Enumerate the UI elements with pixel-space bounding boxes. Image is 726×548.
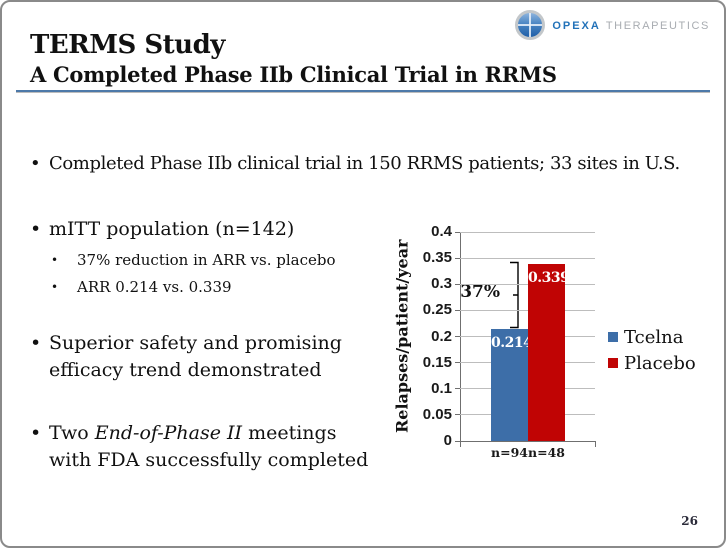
bar-tcelna: 0.214 bbox=[491, 329, 533, 441]
subbullet-marker: • bbox=[51, 280, 59, 294]
chart-legend: Tcelna Placebo bbox=[608, 324, 696, 376]
bullet-fda-meetings: • Two End-of-Phase II meetings with FDA su… bbox=[30, 422, 369, 471]
x-axis-end-tick bbox=[595, 441, 596, 447]
bullet-trial-overview: • Completed Phase IIb clinical trial in 1… bbox=[30, 150, 680, 177]
subbullet-arr-values: • ARR 0.214 vs. 0.339 bbox=[51, 278, 232, 296]
y-tick-label: 0.25 bbox=[422, 301, 452, 319]
y-axis-tick bbox=[455, 336, 460, 337]
page-title: TERMS Study bbox=[30, 30, 225, 60]
y-axis-tick bbox=[455, 440, 460, 442]
company-logo: OPEXA THERAPEUTICS bbox=[515, 10, 710, 40]
bar-value-label: 0.214 bbox=[491, 335, 533, 352]
brand-suffix: THERAPEUTICS bbox=[605, 20, 710, 32]
y-tick-label: 0.05 bbox=[422, 405, 452, 423]
y-axis-line bbox=[460, 232, 461, 447]
y-axis-tick bbox=[455, 257, 460, 259]
legend-swatch-icon bbox=[608, 332, 618, 342]
y-axis-tick bbox=[455, 309, 460, 311]
globe-quadrant-icon bbox=[515, 10, 546, 40]
reduction-bracket-icon bbox=[510, 261, 519, 329]
bar-value-label: 0.339 bbox=[528, 269, 570, 286]
legend-label: Tcelna bbox=[624, 326, 684, 348]
title-divider bbox=[16, 90, 710, 92]
page-subtitle: A Completed Phase IIb Clinical Trial in … bbox=[30, 62, 557, 87]
gridline bbox=[460, 283, 595, 285]
brand-name: OPEXA bbox=[552, 20, 601, 32]
legend-item-placebo: Placebo bbox=[608, 350, 696, 376]
subbullet-arr-reduction: • 37% reduction in ARR vs. placebo bbox=[51, 251, 336, 269]
reduction-annotation: 37% bbox=[460, 282, 500, 302]
y-axis-tick bbox=[455, 283, 460, 285]
category-label: n=48 bbox=[528, 445, 565, 460]
y-axis-tick bbox=[455, 414, 460, 416]
y-tick-label: 0.35 bbox=[422, 249, 452, 267]
y-axis-tick bbox=[455, 388, 460, 390]
bullet-mitt-population: • mITT population (n=142) bbox=[30, 216, 294, 243]
plot-area: 37% Tcelna Placebo 0 0.05 0.1 0.15 0.2 0.25 0.3… bbox=[392, 220, 722, 480]
y-tick-label: 0 bbox=[443, 432, 452, 449]
gridline bbox=[460, 257, 595, 259]
legend-label: Placebo bbox=[624, 352, 696, 374]
category-label: n=94 bbox=[491, 445, 528, 460]
x-axis-line bbox=[460, 441, 596, 442]
y-tick-label: 0.15 bbox=[422, 353, 452, 371]
y-tick-label: 0.4 bbox=[431, 223, 452, 240]
y-axis-tick bbox=[455, 231, 460, 233]
bullet-safety-efficacy: • Superior safety and promising efficacy t… bbox=[30, 332, 342, 381]
bullet-marker: • bbox=[30, 218, 42, 240]
bullet-marker: • bbox=[30, 153, 41, 174]
y-axis-tick bbox=[455, 362, 460, 364]
page-number: 26 bbox=[681, 514, 698, 528]
bullet-marker: • bbox=[30, 422, 42, 444]
gridline bbox=[460, 309, 595, 311]
italic-phrase: End-of-Phase II bbox=[94, 422, 243, 444]
y-tick-label: 0.3 bbox=[431, 275, 452, 293]
y-tick-label: 0.2 bbox=[431, 327, 452, 345]
arr-bar-chart: Relapses/patient/year 37% Tcelna Placebo … bbox=[392, 220, 722, 480]
legend-swatch-icon bbox=[608, 358, 618, 368]
subbullet-marker: • bbox=[51, 253, 59, 267]
bullet-marker: • bbox=[30, 332, 42, 354]
y-tick-label: 0.1 bbox=[431, 379, 452, 397]
legend-item-tcelna: Tcelna bbox=[608, 324, 696, 350]
bar-placebo: 0.339 bbox=[528, 263, 570, 441]
gridline bbox=[460, 231, 595, 233]
